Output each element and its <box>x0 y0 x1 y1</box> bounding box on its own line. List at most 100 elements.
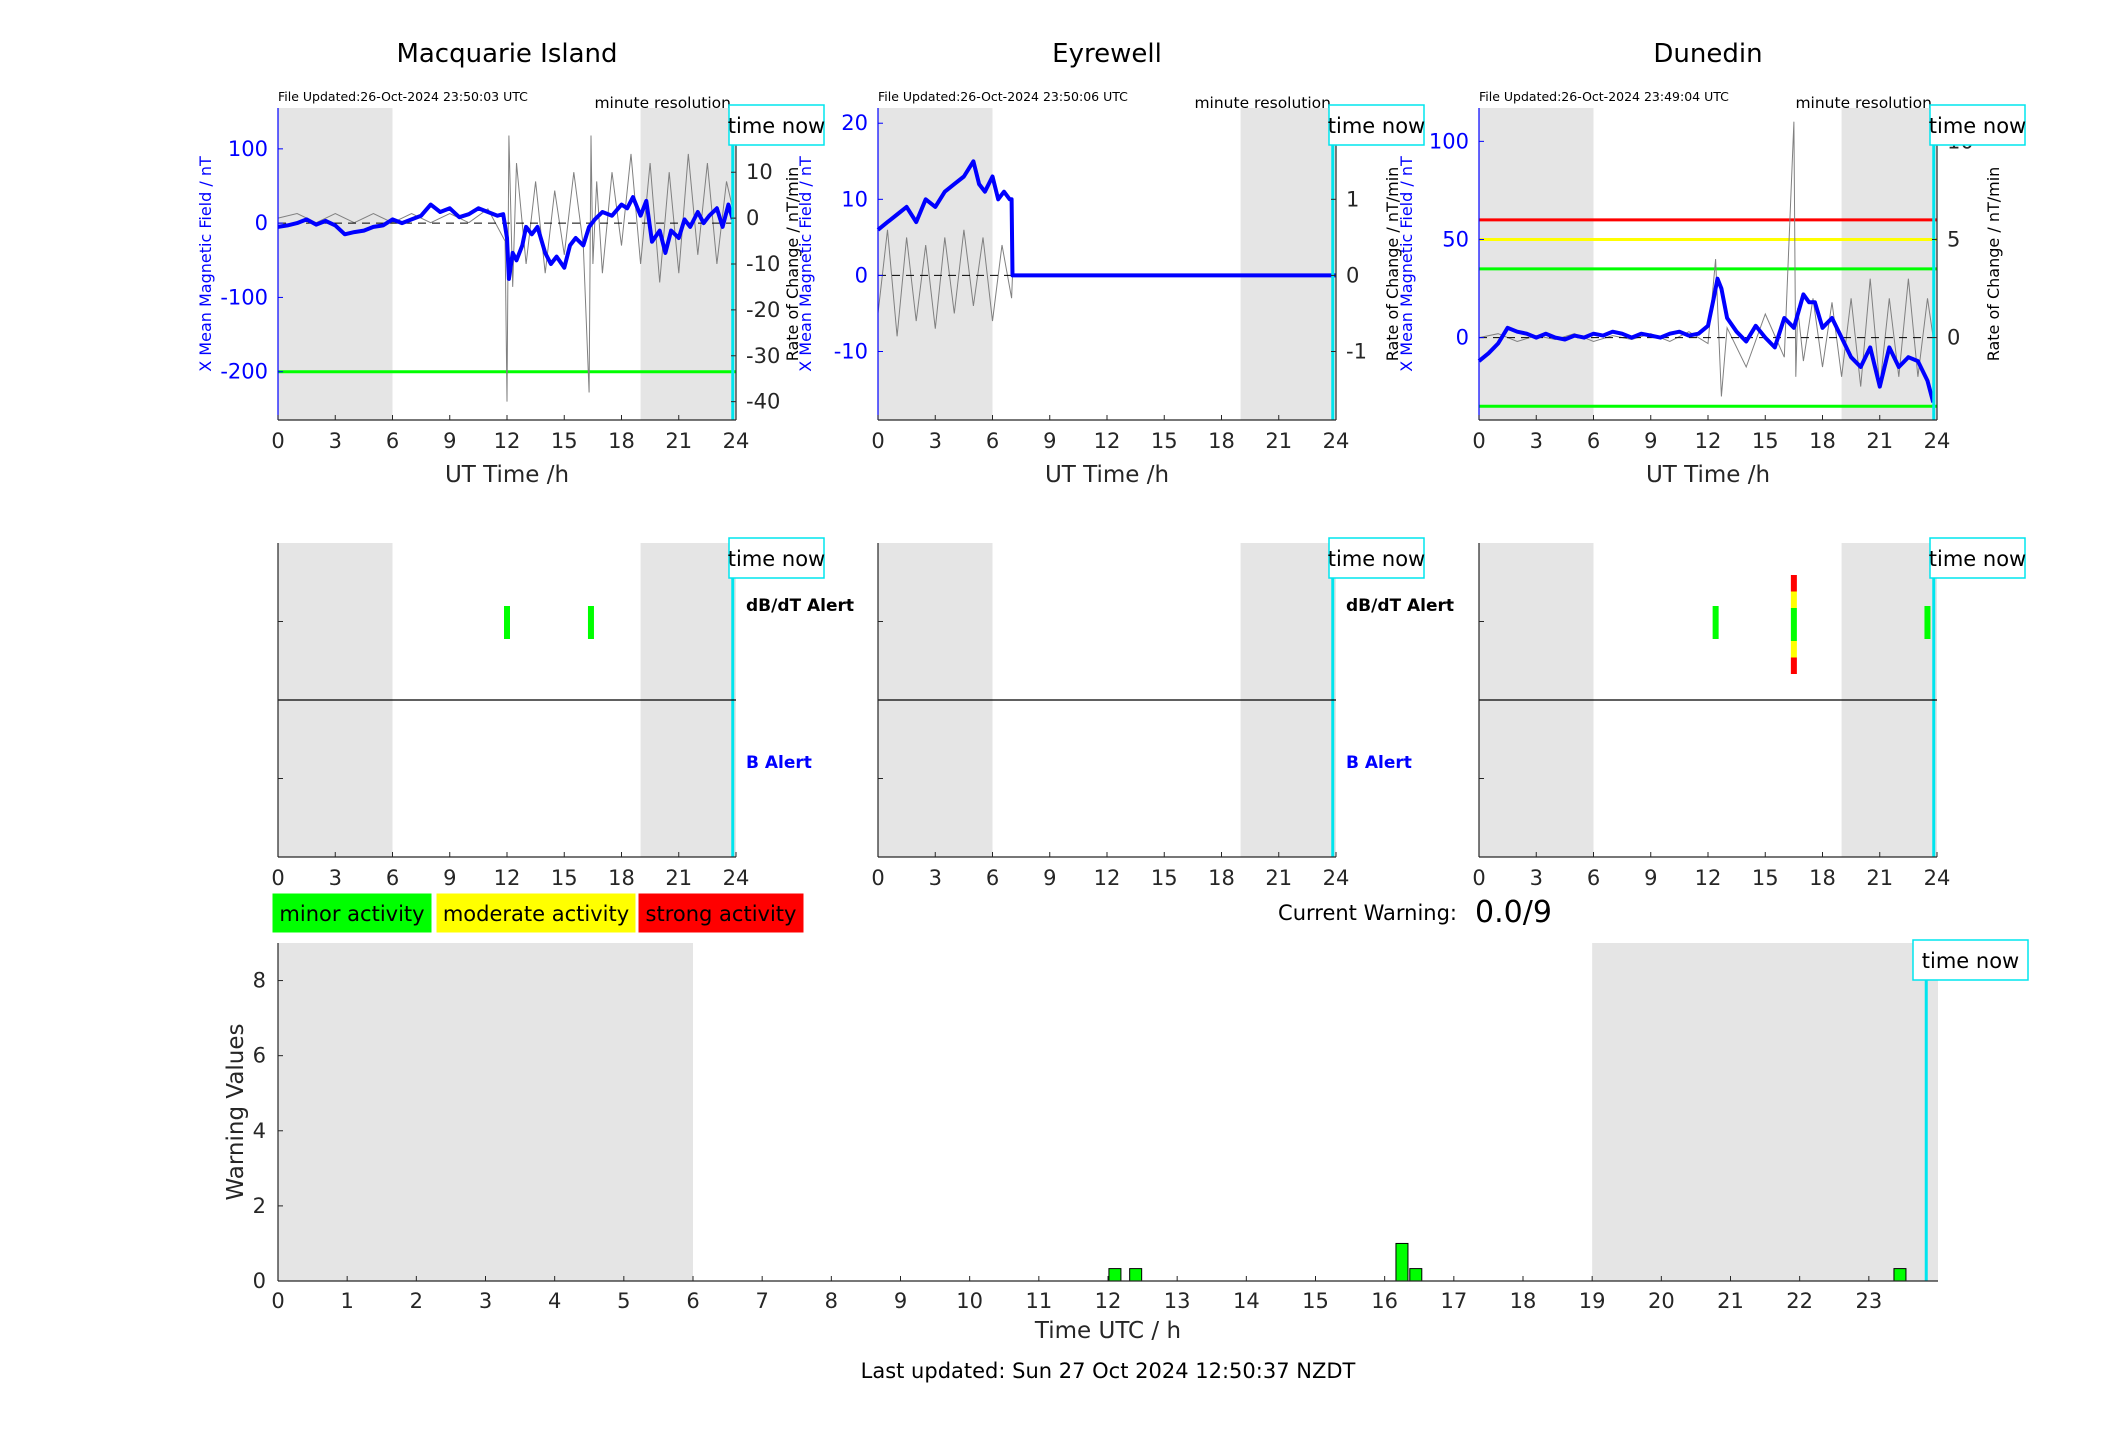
station-2-left-tick-label--10: -10 <box>834 340 868 364</box>
station-1-title: Macquarie Island <box>396 39 617 69</box>
station-3-left-y-axis-label: X Mean Magnetic Field / nT <box>1397 156 1416 372</box>
alerts-1-x-tick-label-18: 18 <box>608 866 635 890</box>
station-3-night-shade-0 <box>1479 108 1594 420</box>
alerts-3-alert-mark-1-segment-0 <box>1790 575 1797 592</box>
station-1-right-tick-label--20: -20 <box>746 298 780 322</box>
alerts-1-x-tick-label-21: 21 <box>665 866 692 890</box>
warning-chart-x-tick-label-9: 9 <box>894 1289 907 1313</box>
station-3-x-tick-label-15: 15 <box>1752 429 1779 453</box>
data-layer <box>277 108 1937 1282</box>
alerts-3-x-tick-label-3: 3 <box>1530 866 1543 890</box>
warning-chart-x-tick-label-12: 12 <box>1095 1289 1122 1313</box>
station-2-x-tick-label-3: 3 <box>929 429 942 453</box>
alerts-3-alert-mark-1-segment-2 <box>1790 608 1797 625</box>
station-2-minute-resolution: minute resolution <box>1194 94 1331 112</box>
station-2-magnetic-field-line <box>876 159 1336 278</box>
warning-chart-x-tick-label-18: 18 <box>1510 1289 1537 1313</box>
alerts-3-x-tick-label-24: 24 <box>1924 866 1951 890</box>
station-2-left-tick-label-0: 0 <box>855 263 868 287</box>
station-1-x-tick-label-6: 6 <box>386 429 399 453</box>
station-1-left-y-axis-label: X Mean Magnetic Field / nT <box>196 156 215 372</box>
alerts-3-x-tick-label-21: 21 <box>1866 866 1893 890</box>
warning-chart-x-tick-label-21: 21 <box>1717 1289 1744 1313</box>
warning-chart-bar-2 <box>1395 1242 1409 1282</box>
warning-chart-x-tick-label-23: 23 <box>1855 1289 1882 1313</box>
alerts-2-time-now-box <box>1328 537 1425 579</box>
alerts-3-x-tick-label-12: 12 <box>1695 866 1722 890</box>
station-3-right-tick-label-5: 5 <box>1947 227 1960 251</box>
station-2-title: Eyrewell <box>1052 39 1162 69</box>
station-1-left-tick-label-100: 100 <box>228 137 268 161</box>
alerts-3-alert-mark-1-segment-3 <box>1790 624 1797 641</box>
station-2-x-tick-label-9: 9 <box>1043 429 1056 453</box>
alerts-3-x-tick-label-18: 18 <box>1809 866 1836 890</box>
station-3-time-now-label: time now <box>1929 114 2026 138</box>
shaded-night-layer <box>278 108 1938 1281</box>
legend-minor-label: minor activity <box>279 902 424 926</box>
alerts-2-b-alert-label: B Alert <box>1346 753 1412 773</box>
station-2-right-tick-label-1: 1 <box>1346 187 1359 211</box>
station-2-x-tick-label-18: 18 <box>1208 429 1235 453</box>
station-3-x-tick-label-0: 0 <box>1472 429 1485 453</box>
warning-chart-night-shade-1 <box>1592 943 1938 1281</box>
current-warning-label: Current Warning: <box>1278 901 1457 925</box>
alerts-3-x-tick-label-15: 15 <box>1752 866 1779 890</box>
station-2-time-now-label: time now <box>1328 114 1425 138</box>
station-2-right-y-axis-label: Rate of Change / nT/min <box>1383 167 1402 362</box>
station-2-x-tick-label-6: 6 <box>986 429 999 453</box>
alerts-2-x-tick-label-18: 18 <box>1208 866 1235 890</box>
alerts-2-x-tick-label-24: 24 <box>1323 866 1350 890</box>
warning-chart-x-tick-label-16: 16 <box>1371 1289 1398 1313</box>
station-2-left-y-axis-label: X Mean Magnetic Field / nT <box>796 156 815 372</box>
warning-chart-time-now-label: time now <box>1922 949 2019 973</box>
warning-chart-x-tick-label-11: 11 <box>1025 1289 1052 1313</box>
station-1-magnetic-field-line <box>277 195 735 281</box>
current-warning-value: 0.0/9 <box>1475 895 1552 930</box>
warning-chart-x-tick-label-4: 4 <box>548 1289 561 1313</box>
station-1-time-now-label: time now <box>728 114 825 138</box>
station-2-left-tick-label-20: 20 <box>841 111 868 135</box>
station-2-right-tick-label--1: -1 <box>1346 340 1367 364</box>
warning-chart-y-tick-label-8: 8 <box>253 969 266 993</box>
station-2-x-tick-label-24: 24 <box>1323 429 1350 453</box>
warning-chart-bar-3 <box>1409 1268 1423 1282</box>
warning-chart-time-now-box <box>1912 939 2029 981</box>
legend-moderate-swatch <box>435 892 637 934</box>
warning-chart-x-tick-label-14: 14 <box>1233 1289 1260 1313</box>
axes-layer <box>277 108 1938 1282</box>
station-2-time-now-box <box>1328 104 1425 146</box>
station-1-right-tick-label--10: -10 <box>746 252 780 276</box>
alerts-2-x-tick-label-6: 6 <box>986 866 999 890</box>
station-2-x-tick-label-15: 15 <box>1151 429 1178 453</box>
alerts-2-x-tick-label-15: 15 <box>1151 866 1178 890</box>
station-1-x-tick-label-18: 18 <box>608 429 635 453</box>
legend-strong-swatch <box>637 892 805 934</box>
warning-chart-x-tick-label-8: 8 <box>825 1289 838 1313</box>
alerts-1-x-tick-label-3: 3 <box>329 866 342 890</box>
alerts-3-x-tick-label-0: 0 <box>1472 866 1485 890</box>
legend-strong-label: strong activity <box>646 902 797 926</box>
station-3-x-tick-label-9: 9 <box>1644 429 1657 453</box>
alerts-1-x-tick-label-24: 24 <box>723 866 750 890</box>
alerts-1-x-tick-label-9: 9 <box>443 866 456 890</box>
station-3-left-tick-label-50: 50 <box>1442 227 1469 251</box>
station-1-x-tick-label-21: 21 <box>665 429 692 453</box>
warning-chart-y-tick-label-0: 0 <box>253 1269 266 1293</box>
station-1-time-now-box <box>728 104 825 146</box>
alerts-1-x-tick-label-0: 0 <box>271 866 284 890</box>
station-3-x-tick-label-6: 6 <box>1587 429 1600 453</box>
alerts-3-alert-mark-1-segment-4 <box>1790 641 1797 658</box>
station-1-left-tick-label--200: -200 <box>220 360 268 384</box>
warning-chart-bar-4 <box>1893 1268 1907 1282</box>
station-2-x-tick-label-12: 12 <box>1094 429 1121 453</box>
station-3-minute-resolution: minute resolution <box>1795 94 1932 112</box>
alerts-1-b-alert-label: B Alert <box>746 753 812 773</box>
station-2-x-tick-label-21: 21 <box>1265 429 1292 453</box>
station-1-file-updated: File Updated:26-Oct-2024 23:50:03 UTC <box>278 89 528 104</box>
warning-chart-x-tick-label-20: 20 <box>1648 1289 1675 1313</box>
alerts-3-x-tick-label-6: 6 <box>1587 866 1600 890</box>
alerts-2-time-now-label: time now <box>1328 547 1425 571</box>
alerts-3-alert-mark-1-segment-1 <box>1790 591 1797 608</box>
warning-chart-night-shade-0 <box>278 943 693 1281</box>
